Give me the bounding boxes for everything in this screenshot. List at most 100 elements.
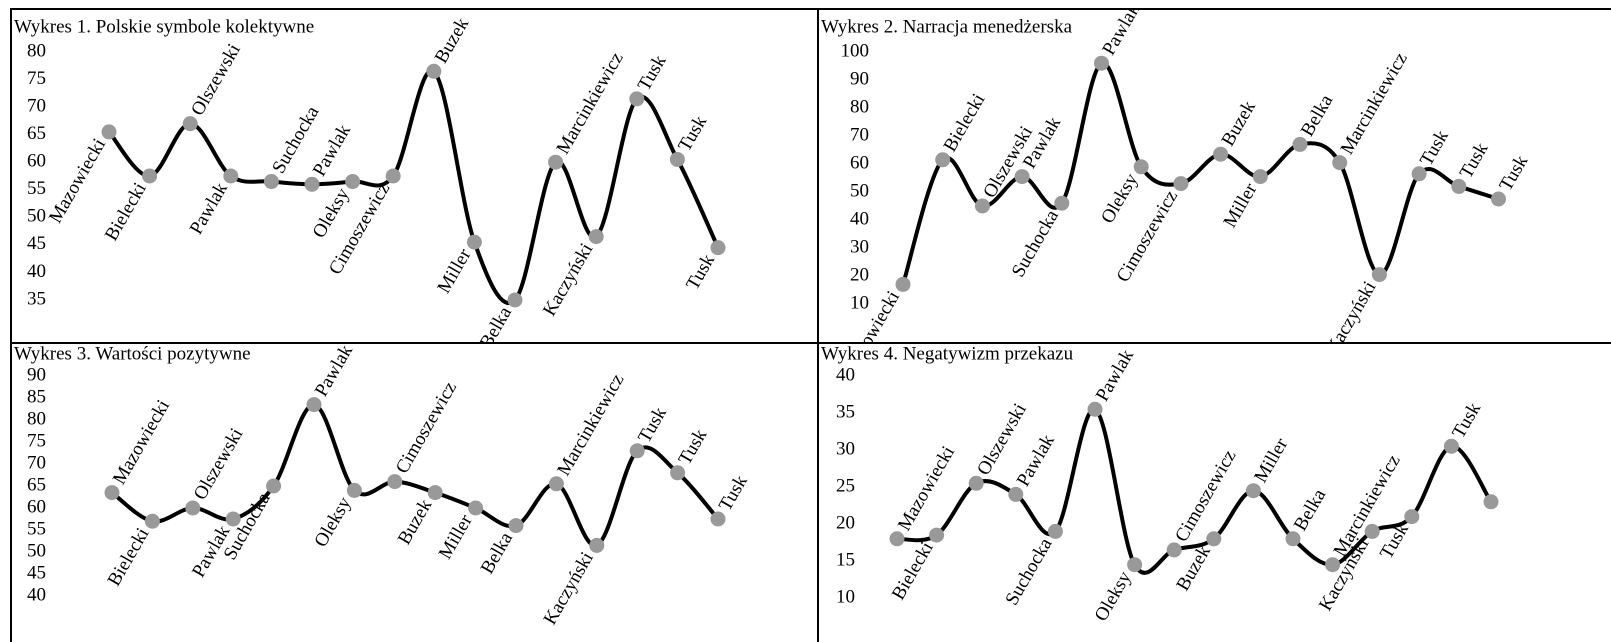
point-label: Bielecki — [888, 538, 938, 603]
data-point — [1047, 523, 1063, 539]
data-point — [346, 482, 362, 498]
y-tick-label: 90 — [27, 364, 46, 385]
y-tick-label: 60 — [27, 151, 46, 172]
y-tick-label: 50 — [27, 206, 46, 227]
point-label: Mazowiecki — [839, 288, 904, 342]
point-label: Belka — [1297, 91, 1338, 140]
data-point — [1087, 401, 1103, 417]
point-label: Olszewski — [190, 425, 248, 504]
y-tick-label: 60 — [27, 496, 46, 517]
point-label: Tusk — [1416, 126, 1453, 169]
point-label: Buzek — [394, 495, 437, 548]
y-tick-label: 65 — [27, 474, 46, 495]
point-label: Tusk — [682, 250, 719, 293]
chart-4-svg: Wykres 4. Negatywizm przekazu 10 15 20 25 30 3… — [821, 344, 1499, 625]
figure-frame — [10, 8, 1611, 642]
y-tick-label: 40 — [850, 208, 869, 229]
data-point — [185, 500, 201, 516]
data-point — [1451, 178, 1467, 194]
point-label: Tusk — [1448, 399, 1485, 442]
data-point — [1292, 136, 1308, 152]
data-point — [468, 500, 484, 516]
data-point — [306, 397, 322, 413]
data-point — [1411, 166, 1427, 182]
data-point — [968, 475, 984, 491]
data-point — [1483, 494, 1499, 510]
data-point — [629, 91, 645, 107]
data-point — [1133, 159, 1149, 175]
chart-title: Wykres 4. Negatywizm przekazu — [821, 344, 1074, 364]
y-tick-label: 15 — [836, 549, 855, 570]
point-label: Miller — [1219, 179, 1261, 231]
point-label: Mazowiecki — [109, 396, 174, 488]
y-tick-label: 10 — [850, 292, 869, 313]
chart-panel-4: Wykres 4. Negatywizm przekazu 10 15 20 25 30 3… — [819, 344, 1611, 642]
y-tick-label: 35 — [836, 401, 855, 422]
data-point — [935, 152, 951, 168]
point-label: Tusk — [634, 403, 671, 446]
point-label: Tusk — [675, 425, 712, 468]
data-point — [1127, 557, 1143, 573]
y-tick-label: 80 — [850, 96, 869, 117]
data-point — [589, 537, 605, 553]
chart-3-svg: Wykres 3. Wartości pozytywne 404550556065… — [14, 344, 752, 629]
y-tick-label: 40 — [836, 364, 855, 385]
y-tick-label: 55 — [27, 518, 46, 539]
y-tick-label: 70 — [27, 452, 46, 473]
point-label: Bielecki — [104, 524, 154, 589]
data-point — [101, 124, 117, 140]
data-point — [263, 174, 279, 190]
y-tick-label: 75 — [27, 430, 46, 451]
point-label: Buzek — [431, 14, 474, 67]
data-point — [1332, 155, 1348, 171]
point-label: Mazowiecki — [45, 135, 110, 227]
data-point — [508, 518, 524, 534]
data-point — [1173, 176, 1189, 192]
data-point — [1008, 486, 1024, 502]
data-point — [588, 229, 604, 245]
point-label: Miller — [1250, 434, 1292, 486]
data-point — [548, 154, 564, 170]
point-label: Kaczyński — [539, 240, 597, 320]
data-point — [1206, 531, 1222, 547]
point-label: Belka — [477, 528, 518, 577]
y-tick-label: 50 — [27, 540, 46, 561]
point-label: Tusk — [634, 51, 671, 94]
data-point — [1245, 483, 1261, 499]
point-label: Belka — [476, 303, 517, 342]
chart-panel-3: Wykres 3. Wartości pozytywne 40 45 50 55 60 65… — [12, 344, 817, 642]
y-tick-label: 100 — [841, 40, 870, 61]
point-label: Pawlak — [311, 344, 357, 400]
data-point — [1491, 191, 1506, 207]
data-point — [142, 168, 158, 184]
y-tick-label: 40 — [27, 261, 46, 282]
point-label: Tusk — [674, 112, 711, 155]
y-tick-label: 35 — [27, 288, 46, 309]
chart-1-svg: Wykres 1. Polskie symbole kolektywne 35 40… — [14, 14, 726, 342]
series-line — [110, 402, 720, 548]
point-label: Marcinkiewicz — [553, 49, 628, 158]
point-label: Suchocka — [220, 489, 275, 564]
data-point — [223, 168, 239, 184]
point-label: Tusk — [1495, 151, 1532, 194]
point-label: Pawlak — [1098, 10, 1144, 59]
data-point — [387, 474, 403, 490]
data-point — [1094, 55, 1109, 71]
data-point — [669, 151, 685, 167]
y-tick-label: 50 — [850, 180, 869, 201]
data-point — [1213, 146, 1229, 162]
chart-panel-2: Wykres 2. Narracja menedżerska 10 20 30 40 50… — [819, 10, 1611, 342]
point-label: Tusk — [1456, 139, 1493, 182]
data-point — [1285, 531, 1301, 547]
point-label: Bielecki — [101, 179, 151, 244]
horizontal-divider — [10, 342, 1611, 344]
data-point — [1404, 509, 1420, 525]
vertical-divider — [817, 8, 819, 642]
data-point — [1443, 438, 1459, 454]
point-label: Marcinkiewicz — [1337, 49, 1412, 158]
point-label: Pawlak — [1092, 346, 1138, 405]
point-label: Cimoszewicz — [392, 378, 461, 477]
data-point — [385, 168, 401, 184]
y-tick-label: 25 — [836, 475, 855, 496]
y-tick-label: 45 — [27, 562, 46, 583]
